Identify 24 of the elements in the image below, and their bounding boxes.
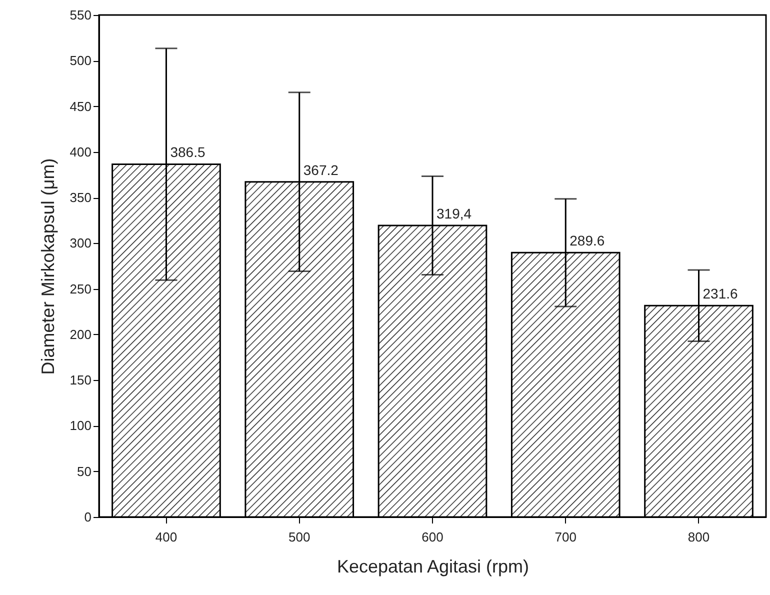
y-tick-label: 500 — [70, 53, 92, 68]
x-tick-label: 700 — [554, 530, 576, 544]
y-tick-label: 350 — [70, 190, 92, 206]
y-tick-label: 50 — [77, 464, 92, 479]
x-tick-label: 500 — [288, 530, 310, 544]
y-tick-label: 0 — [84, 510, 92, 524]
y-tick-label: 250 — [70, 281, 92, 296]
x-axis-title: Kecepatan Agitasi (rpm) — [336, 556, 530, 576]
y-tick-label: 100 — [70, 418, 92, 434]
y-tick-label: 550 — [70, 8, 92, 22]
data-label: 386.5 — [170, 144, 206, 160]
y-tick-label: 200 — [70, 326, 92, 342]
y-tick-label: 300 — [70, 236, 92, 251]
data-label: 231.6 — [702, 286, 738, 302]
x-tick-label: 600 — [422, 530, 444, 544]
y-tick-label: 150 — [70, 372, 92, 388]
x-tick-label: 800 — [688, 530, 710, 544]
y-tick-label: 400 — [70, 144, 92, 160]
data-label: 289.6 — [570, 232, 605, 249]
y-axis-title: Diameter Mirkokapsul (μm) — [38, 158, 58, 375]
data-label: 367.2 — [303, 162, 339, 178]
data-label: 319,4 — [436, 205, 472, 222]
y-tick-label: 450 — [70, 98, 92, 114]
x-tick-label: 400 — [155, 530, 178, 544]
